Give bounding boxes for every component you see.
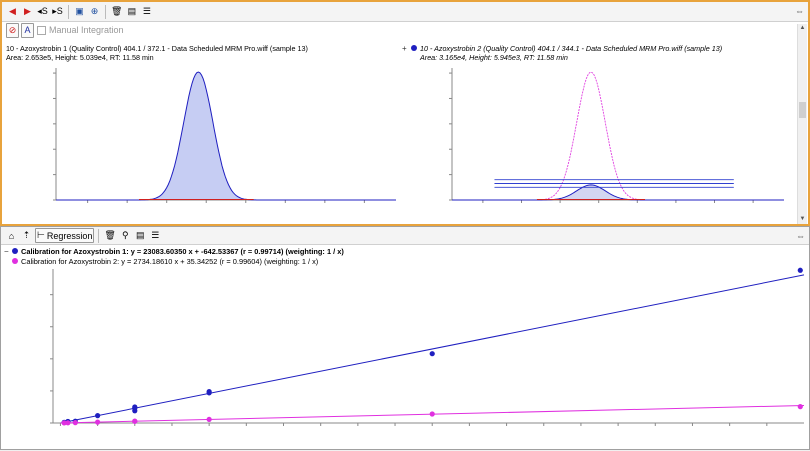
undock-icon[interactable]: ⇔ (795, 6, 804, 16)
grid-icon[interactable]: ☰ (151, 230, 160, 240)
regression-icon: ⊢ (37, 230, 45, 240)
pin-icon[interactable]: ⇡ (22, 230, 31, 240)
data-point-series-1 (206, 388, 212, 395)
chromatogram-toolbar: ◀ ▶ ◂S ▸S ▣ ⊕ 🗑 ▤ ☰ (2, 2, 808, 22)
grid-icon[interactable]: ☰ (142, 6, 151, 16)
calibration-plot: − Calibration for Azoxystrobin 1: y = 23… (4, 247, 805, 426)
legend-series-2: Calibration for Azoxystrobin 2: y = 2734… (21, 257, 318, 266)
series-1-legend-icon (12, 248, 18, 254)
toolbar-separator (98, 228, 100, 243)
scroll-thumb[interactable] (799, 102, 806, 118)
chromatogram-1-plot: 10 - Azoxystrobin 1 (Quality Control) 40… (6, 44, 396, 203)
data-point-series-2 (95, 419, 101, 425)
next-sample-icon[interactable]: ▶ (24, 6, 31, 16)
scroll-up-icon[interactable]: ▲ (799, 25, 806, 31)
peak-area (139, 72, 254, 200)
data-point-series-2 (206, 416, 212, 423)
manual-integration-label: Manual Integration (49, 25, 124, 35)
calibration-chart: − Calibration for Azoxystrobin 1: y = 23… (1, 245, 809, 451)
chromatogram-1-title: 10 - Azoxystrobin 1 (Quality Control) 40… (6, 44, 308, 53)
data-point-series-1 (797, 267, 803, 273)
chromatogram-trace (452, 184, 784, 201)
prev-peak-icon[interactable]: ◂S (37, 6, 48, 16)
series-dot-icon (411, 45, 417, 51)
table-icon[interactable]: ▤ (136, 230, 145, 240)
next-peak-icon[interactable]: ▸S (52, 6, 63, 16)
data-point-series-2 (429, 411, 435, 417)
manual-integration-checkbox[interactable]: Manual Integration (36, 23, 125, 38)
regression-label: Regression (46, 230, 93, 241)
delete-icon[interactable]: 🗑 (104, 230, 116, 240)
data-point-series-1 (132, 404, 138, 410)
calibration-toolbar: ⌂ ⇡ ⊢ Regression 🗑 ⚲ ▤ ☰ (1, 227, 809, 245)
zoom-icon[interactable]: ⊕ (90, 6, 99, 16)
home-icon[interactable]: ⌂ (8, 230, 15, 241)
data-point-series-1 (429, 351, 435, 357)
expand-icon[interactable]: + (402, 44, 407, 53)
vertical-scrollbar[interactable]: ▲ ▼ (797, 24, 807, 224)
data-point-series-2 (797, 404, 803, 410)
chromatogram-2-plot: + 10 - Azoxystrobin 2 (Quality Control) … (402, 44, 784, 203)
toolbar-separator (105, 4, 106, 19)
calibration-pane: ⌂ ⇡ ⊢ Regression 🗑 ⚲ ▤ ☰ ⇔ − Calibration… (0, 226, 810, 450)
checkbox-box[interactable] (37, 25, 46, 35)
peak-review-icon[interactable]: ▣ (75, 6, 84, 16)
zoom-icon[interactable]: ⚲ (122, 230, 129, 240)
prev-sample-icon[interactable]: ◀ (9, 6, 16, 16)
overlay-trace (452, 71, 784, 201)
chromatogram-2-title: 10 - Azoxystrobin 2 (Quality Control) 40… (420, 44, 722, 53)
chromatogram-2-subtitle: Area: 3.165e4, Height: 5.945e3, RT: 11.5… (419, 53, 568, 62)
data-point-series-1 (95, 413, 101, 419)
delete-icon[interactable]: 🗑 (111, 6, 123, 16)
regression-line-1 (60, 274, 805, 424)
toolbar-separator (68, 4, 69, 19)
data-point-series-2 (132, 418, 138, 424)
chromatogram-1-subtitle: Area: 2.653e5, Height: 5.039e4, RT: 11.5… (6, 53, 154, 62)
chromatogram-trace (56, 71, 396, 201)
peak-area (536, 184, 645, 200)
no-integration-icon[interactable]: ⊘ (6, 22, 19, 38)
chromatogram-pane: ◀ ▶ ◂S ▸S ▣ ⊕ 🗑 ▤ ☰ ⊘ A Manual Integrati… (0, 0, 810, 226)
manual-draw-icon[interactable]: A (21, 22, 34, 38)
undock-icon[interactable]: ⇔ (796, 231, 805, 241)
data-point-series-2 (61, 420, 67, 426)
integration-toolbar: ⊘ A Manual Integration (2, 22, 808, 38)
legend-series-1: Calibration for Azoxystrobin 1: y = 2308… (21, 247, 344, 256)
series-2-legend-icon (12, 258, 18, 264)
scroll-down-icon[interactable]: ▼ (799, 216, 806, 222)
data-point-series-2 (65, 420, 71, 426)
collapse-icon[interactable]: − (4, 247, 9, 256)
table-icon[interactable]: ▤ (127, 6, 137, 16)
chromatogram-2: + 10 - Azoxystrobin 2 (Quality Control) … (400, 42, 798, 224)
data-point-series-2 (72, 420, 78, 426)
chromatogram-1: 10 - Azoxystrobin 1 (Quality Control) 40… (4, 42, 400, 224)
regression-button[interactable]: ⊢ Regression (35, 228, 95, 243)
